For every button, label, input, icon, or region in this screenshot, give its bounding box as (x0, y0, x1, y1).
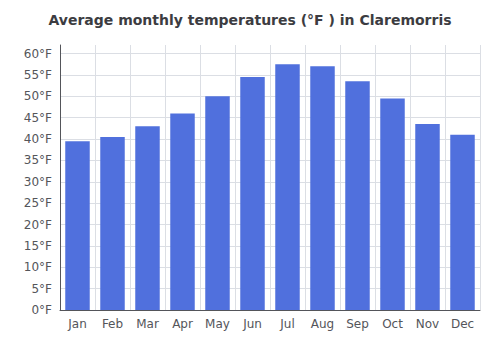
svg-text:25°F: 25°F (24, 196, 52, 210)
svg-text:50°F: 50°F (24, 89, 52, 103)
svg-text:Oct: Oct (382, 317, 403, 331)
svg-text:Jul: Jul (279, 317, 294, 331)
svg-text:55°F: 55°F (24, 68, 52, 82)
svg-text:Jun: Jun (242, 317, 262, 331)
svg-text:Sep: Sep (346, 317, 369, 331)
svg-text:May: May (205, 317, 230, 331)
svg-text:0°F: 0°F (31, 303, 52, 317)
svg-text:35°F: 35°F (24, 153, 52, 167)
svg-text:10°F: 10°F (24, 260, 52, 274)
svg-text:45°F: 45°F (24, 111, 52, 125)
svg-text:Aug: Aug (311, 317, 334, 331)
svg-text:40°F: 40°F (24, 132, 52, 146)
svg-text:Average monthly temperatures (: Average monthly temperatures (°F ) in Cl… (48, 12, 451, 28)
svg-text:Nov: Nov (416, 317, 439, 331)
svg-text:Mar: Mar (136, 317, 159, 331)
svg-text:15°F: 15°F (24, 239, 52, 253)
svg-text:Apr: Apr (172, 317, 193, 331)
svg-text:Dec: Dec (451, 317, 474, 331)
svg-text:20°F: 20°F (24, 218, 52, 232)
svg-text:30°F: 30°F (24, 175, 52, 189)
svg-text:60°F: 60°F (24, 47, 52, 61)
svg-text:Feb: Feb (102, 317, 123, 331)
svg-text:5°F: 5°F (31, 282, 52, 296)
svg-text:Jan: Jan (67, 317, 87, 331)
